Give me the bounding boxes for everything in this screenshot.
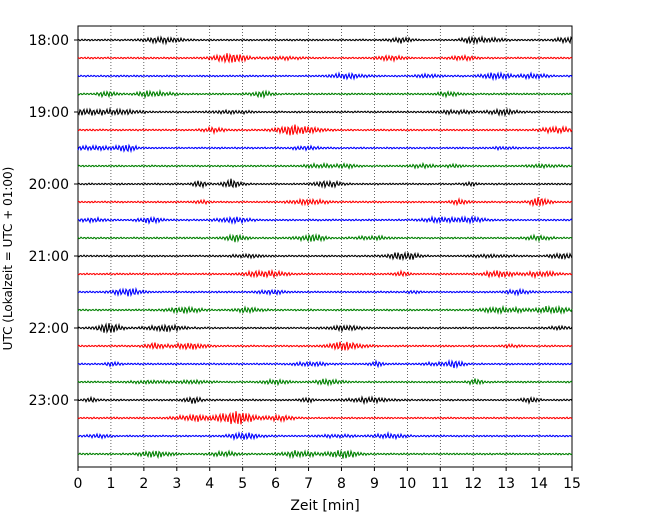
y-tick-label: 22:00	[29, 321, 69, 337]
y-tick-label: 19:00	[29, 105, 69, 121]
trace-2200	[77, 322, 573, 334]
x-tick-label: 14	[530, 476, 548, 492]
y-tick-label: 23:00	[29, 393, 69, 409]
x-axis-ticks: 0 1 2 3 4 5 6 7 8 9 10 11 12 13 14 15	[74, 467, 581, 492]
trace-2230	[77, 358, 573, 370]
trace-2345	[77, 449, 573, 460]
trace-2000	[77, 178, 573, 190]
x-tick-label: 2	[139, 476, 148, 492]
x-tick-label: 3	[172, 476, 181, 492]
trace-1945	[77, 161, 573, 170]
trace-2100	[77, 251, 573, 262]
x-tick-label: 6	[271, 476, 280, 492]
x-tick-label: 7	[304, 476, 313, 492]
trace-2145	[77, 304, 573, 315]
traces	[77, 34, 573, 460]
x-tick-label: 12	[464, 476, 482, 492]
trace-2115	[77, 268, 573, 280]
x-tick-label: 10	[398, 476, 416, 492]
x-tick-label: 1	[106, 476, 115, 492]
trace-2315	[77, 411, 573, 425]
trace-1845	[77, 89, 573, 100]
plot-frame	[77, 25, 573, 468]
trace-1915	[77, 124, 573, 136]
y-tick-label: 18:00	[29, 33, 69, 49]
trace-2030	[77, 215, 573, 225]
trace-1830	[77, 71, 573, 82]
trace-2245	[77, 377, 573, 387]
trace-1930	[77, 143, 573, 154]
x-tick-label: 13	[497, 476, 515, 492]
trace-1815	[77, 52, 573, 64]
trace-2330	[77, 430, 573, 441]
y-axis-label: UTC (Lokalzeit = UTC + 01:00)	[1, 167, 15, 351]
trace-1900	[77, 106, 573, 117]
x-tick-label: 0	[74, 476, 83, 492]
trace-2215	[77, 341, 573, 352]
trace-2015	[77, 196, 573, 208]
trace-2300	[77, 395, 573, 406]
x-tick-label: 11	[431, 476, 449, 492]
x-tick-label: 8	[337, 476, 346, 492]
x-tick-label: 4	[205, 476, 214, 492]
x-tick-label: 5	[238, 476, 247, 492]
trace-1800	[77, 34, 573, 46]
trace-2130	[77, 286, 573, 298]
x-axis-label: Zeit [min]	[290, 498, 359, 514]
y-tick-label: 20:00	[29, 177, 69, 193]
trace-2045	[77, 232, 573, 243]
y-tick-label: 21:00	[29, 249, 69, 265]
y-axis-ticks: 18:00 19:00 20:00 21:00 22:00 23:00	[29, 33, 78, 409]
x-tick-label: 9	[370, 476, 379, 492]
x-tick-label: 15	[563, 476, 581, 492]
